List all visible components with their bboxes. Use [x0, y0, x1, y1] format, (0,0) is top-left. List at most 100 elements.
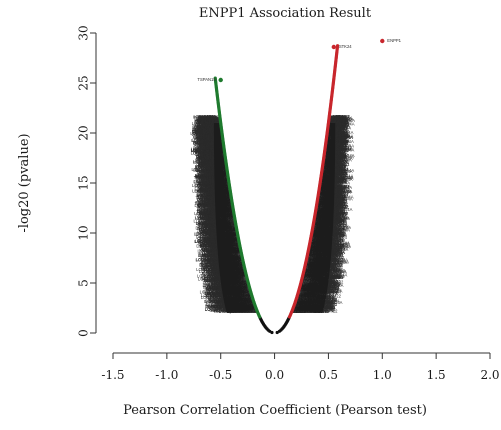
- gene-label: SLC39A6: [201, 230, 220, 235]
- gene-label: SLC39A6: [213, 305, 232, 310]
- highlighted-point: [218, 77, 223, 83]
- gene-label: DKFZp547: [204, 259, 225, 264]
- gene-label: TSPAN15: [201, 137, 220, 142]
- gene-label: DKFZp547: [206, 248, 227, 253]
- gene-label: TSPAN15: [196, 194, 215, 199]
- gene-label: ABCC1: [333, 234, 348, 239]
- gene-label: ATXN1: [203, 127, 217, 132]
- gene-label: LOC100128: [201, 156, 224, 161]
- gene-label: NCAPD2: [198, 180, 216, 185]
- highlighted-point-label: TSPAN15: [197, 77, 216, 82]
- y-tick-label: 20: [77, 125, 91, 140]
- gene-label: DKFZp547: [194, 128, 215, 133]
- gene-label: LOC100128: [205, 274, 228, 279]
- gene-label: KIAA0040: [204, 277, 224, 282]
- gene-label: ATXN1: [207, 174, 221, 179]
- gene-label: NCAPD2: [197, 142, 215, 147]
- gene-label: NCAPD2: [200, 129, 218, 134]
- gene-label: TNFSF13: [196, 125, 215, 130]
- gene-label: PCGF5: [204, 140, 219, 145]
- gene-label: TSPAN15: [204, 164, 223, 169]
- gene-label: KIAA0040: [201, 117, 221, 122]
- gene-label: PCGF5: [203, 226, 218, 231]
- gene-label: ATXN1: [206, 231, 220, 236]
- gene-label: TMEM45B: [204, 291, 224, 296]
- gene-label: ATXN1: [212, 275, 226, 280]
- gene-label: KIAA0040: [199, 161, 219, 166]
- gene-label: KIAA0040: [201, 168, 221, 173]
- gene-label: NCAPD2: [209, 285, 227, 290]
- gene-label: LOC100128: [197, 139, 220, 144]
- gene-label: LOC100128: [195, 258, 218, 263]
- gene-label: TNFSF13: [202, 130, 221, 135]
- gene-label: NCAPD2: [205, 122, 223, 127]
- gene-label: TNFSF13: [201, 126, 220, 131]
- gene-label: TMEM45B: [197, 181, 217, 186]
- gene-label: SLC39A6: [204, 133, 223, 138]
- gene-label: TSPAN15: [197, 116, 216, 121]
- gene-label: PCGF5: [203, 139, 218, 144]
- gene-label: NCAPD2: [208, 240, 226, 245]
- gene-label: TSPAN15: [200, 137, 219, 142]
- gene-label: LOC100128: [196, 267, 219, 272]
- gene-label: TNFSF13: [198, 169, 217, 174]
- gene-label: KIAA0040: [197, 118, 217, 123]
- gene-label: TNFSF13: [204, 140, 223, 145]
- gene-label: TNFSF13: [203, 122, 222, 127]
- gene-label: LOC100128: [200, 243, 223, 248]
- gene-label: TSPAN15: [196, 197, 215, 202]
- gene-label: TSPAN15: [200, 155, 219, 160]
- gene-label: TMEM45B: [197, 183, 217, 188]
- gene-label: PCGF5: [201, 180, 216, 185]
- gene-label: SPP1: [326, 285, 337, 290]
- gene-label: LOC100128: [199, 155, 222, 160]
- gene-label: TNFSF13: [204, 158, 223, 163]
- gene-label: SLC39A6: [201, 140, 220, 145]
- gene-label: DKFZp547: [193, 124, 214, 129]
- gene-label: TNFSF13: [215, 302, 234, 307]
- gene-label: DKFZp547: [196, 154, 217, 159]
- gene-label: TNFSF13: [202, 117, 221, 122]
- gene-label: LOC100128: [193, 135, 216, 140]
- gene-label: PCGF5: [204, 155, 219, 160]
- gene-label: LOC100128: [193, 179, 216, 184]
- gene-label: SLC39A6: [203, 139, 222, 144]
- gene-label: TNFSF13: [203, 148, 222, 153]
- gene-label: LOC100128: [207, 270, 230, 275]
- gene-label: TNFSF13: [202, 169, 221, 174]
- gene-label: TMEM45B: [198, 125, 218, 130]
- gene-label: NCAPD2: [199, 145, 217, 150]
- gene-label: LOC100128: [192, 130, 215, 135]
- gene-label: ATXN1: [212, 289, 226, 294]
- gene-label: LOC100128: [193, 147, 216, 152]
- gene-label: LOC100128: [200, 176, 223, 181]
- gene-label: DKFZp547: [200, 196, 221, 201]
- gene-label: KIAA0040: [204, 176, 224, 181]
- gene-label: RAB31: [336, 134, 350, 139]
- gene-label: SLC39A6: [199, 206, 218, 211]
- gene-label: LOC100128: [199, 135, 222, 140]
- gene-label: TSPAN15: [198, 228, 217, 233]
- gene-label: SLC39A6: [203, 267, 222, 272]
- gene-label: LOC100128: [206, 286, 229, 291]
- gene-label: TMEM45B: [198, 122, 218, 127]
- gene-label: ATXN1: [205, 219, 219, 224]
- gene-label: SLC39A6: [202, 160, 221, 165]
- gene-label: DKFZp547: [197, 222, 218, 227]
- gene-label: ATXN1: [217, 299, 231, 304]
- gene-label: LOC100128: [200, 176, 223, 181]
- gene-label: TNFSF13: [196, 203, 215, 208]
- gene-label: TMEM45B: [195, 174, 215, 179]
- gene-label: LOC100128: [198, 173, 221, 178]
- gene-label: LOC100128: [199, 154, 222, 159]
- gene-label: TSPAN15: [204, 210, 223, 215]
- gene-label: NCAPD2: [207, 251, 225, 256]
- gene-label: KIAA0040: [204, 143, 224, 148]
- gene-label: ATXN1: [206, 129, 220, 134]
- gene-label: LOC100128: [196, 131, 219, 136]
- gene-label: PCGF5: [200, 203, 215, 208]
- gene-label: TMEM45B: [202, 285, 222, 290]
- gene-label: NCAPD2: [201, 137, 219, 142]
- gene-label: LOC100128: [198, 158, 221, 163]
